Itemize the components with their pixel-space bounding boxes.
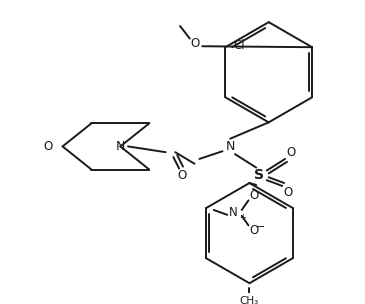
Text: N: N (116, 140, 125, 153)
Text: O: O (44, 140, 53, 153)
Text: O: O (283, 186, 293, 199)
Text: −: − (256, 222, 266, 232)
Text: S: S (254, 168, 264, 182)
Text: +: + (239, 213, 246, 222)
Text: N: N (228, 206, 237, 219)
Text: O: O (250, 189, 259, 202)
Text: CH₃: CH₃ (240, 295, 259, 304)
Text: O: O (286, 146, 296, 159)
Text: Cl: Cl (233, 39, 245, 52)
Text: O: O (250, 224, 259, 237)
Text: O: O (177, 169, 187, 182)
Text: N: N (226, 140, 235, 153)
Text: O: O (190, 37, 199, 50)
